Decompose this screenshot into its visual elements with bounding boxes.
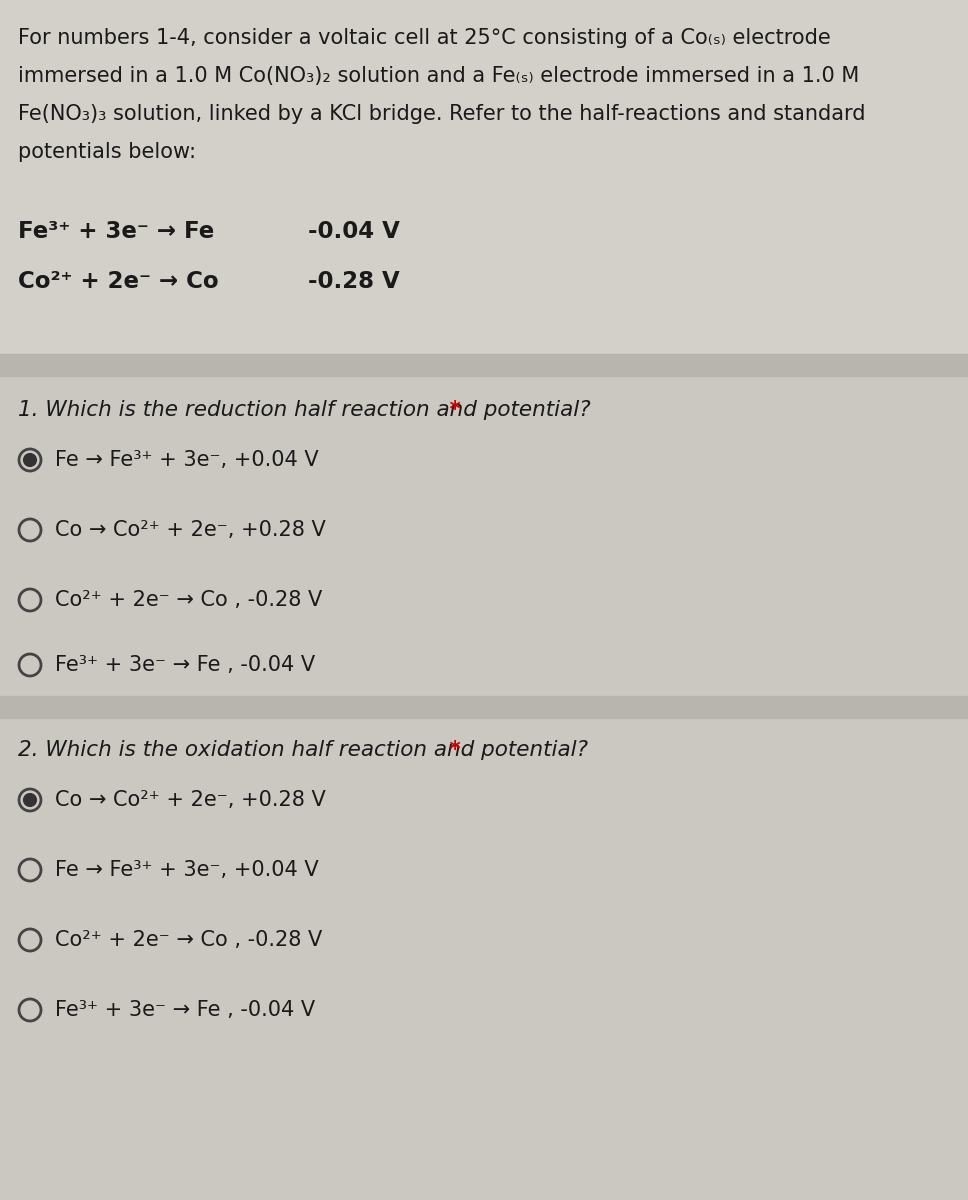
Text: Co → Co²⁺ + 2e⁻, +0.28 V: Co → Co²⁺ + 2e⁻, +0.28 V — [55, 790, 326, 810]
Text: Fe → Fe³⁺ + 3e⁻, +0.04 V: Fe → Fe³⁺ + 3e⁻, +0.04 V — [55, 450, 318, 470]
Text: Fe(NO₃)₃ solution, linked by a KCl bridge. Refer to the half-reactions and stand: Fe(NO₃)₃ solution, linked by a KCl bridg… — [18, 104, 865, 124]
Bar — [0, 718, 968, 1200]
Text: Fe³⁺ + 3e⁻ → Fe , -0.04 V: Fe³⁺ + 3e⁻ → Fe , -0.04 V — [55, 655, 316, 674]
Text: immersed in a 1.0 M Co(NO₃)₂ solution and a Fe₍ₛ₎ electrode immersed in a 1.0 M: immersed in a 1.0 M Co(NO₃)₂ solution an… — [18, 66, 860, 86]
Text: *: * — [441, 740, 460, 760]
Text: -0.28 V: -0.28 V — [308, 270, 400, 293]
Text: -0.04 V: -0.04 V — [308, 220, 400, 242]
Text: Fe → Fe³⁺ + 3e⁻, +0.04 V: Fe → Fe³⁺ + 3e⁻, +0.04 V — [55, 860, 318, 880]
Text: potentials below:: potentials below: — [18, 142, 196, 162]
Bar — [0, 376, 968, 700]
Text: Co → Co²⁺ + 2e⁻, +0.28 V: Co → Co²⁺ + 2e⁻, +0.28 V — [55, 520, 326, 540]
Text: Co²⁺ + 2e⁻ → Co , -0.28 V: Co²⁺ + 2e⁻ → Co , -0.28 V — [55, 590, 322, 610]
Text: Fe³⁺ + 3e⁻ → Fe: Fe³⁺ + 3e⁻ → Fe — [18, 220, 214, 242]
Text: For numbers 1-4, consider a voltaic cell at 25°C consisting of a Co₍ₛ₎ electrode: For numbers 1-4, consider a voltaic cell… — [18, 28, 831, 48]
Text: Fe³⁺ + 3e⁻ → Fe , -0.04 V: Fe³⁺ + 3e⁻ → Fe , -0.04 V — [55, 1000, 316, 1020]
Circle shape — [23, 793, 37, 806]
Text: Co²⁺ + 2e⁻ → Co , -0.28 V: Co²⁺ + 2e⁻ → Co , -0.28 V — [55, 930, 322, 950]
Text: *: * — [441, 400, 460, 420]
Text: 1. Which is the reduction half reaction and potential?: 1. Which is the reduction half reaction … — [18, 400, 590, 420]
Text: Co²⁺ + 2e⁻ → Co: Co²⁺ + 2e⁻ → Co — [18, 270, 219, 293]
Text: 2. Which is the oxidation half reaction and potential?: 2. Which is the oxidation half reaction … — [18, 740, 588, 760]
Circle shape — [23, 454, 37, 467]
